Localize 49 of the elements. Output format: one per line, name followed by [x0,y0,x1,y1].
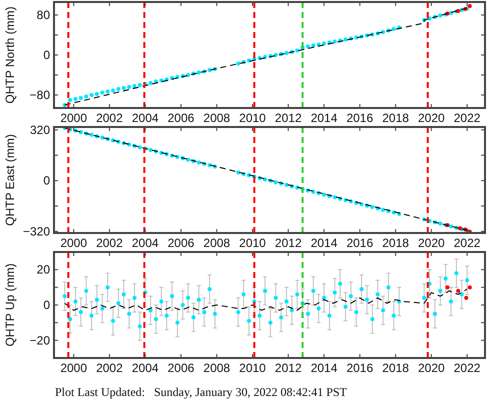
x-tick-label: 2016 [346,361,374,375]
x-tick-label: 2008 [203,361,230,375]
x-tick-label: 2016 [346,236,374,250]
y-tick-label: 320 [30,122,50,137]
x-tick-label: 2004 [132,236,159,250]
x-tick-label: 2018 [382,361,410,375]
x-tick-label: 2000 [60,111,88,125]
y-tick-label: 0 [43,298,50,312]
x-tick-label: 2020 [418,236,446,250]
x-tick-label: 2000 [60,361,88,375]
x-tick-label: 2008 [203,236,230,250]
x-tick-label: 2000 [60,236,88,250]
y-tick-label: −80 [30,88,50,102]
x-tick-label: 2014 [310,361,338,375]
x-tick-label: 2010 [239,236,266,250]
x-tick-label: 2004 [132,111,159,125]
x-tick-label: 2018 [382,111,410,125]
y-tick-label: −320 [22,224,50,238]
x-tick-label: 2010 [239,111,266,125]
y-tick-label: 80 [36,8,50,22]
text: Plot Last Updated: Sunday, January 30, 2022 08:42:41 PST [55,385,348,399]
x-tick-label: 2020 [418,361,446,375]
x-tick-label: 2018 [382,236,410,250]
x-tick-label: 2014 [310,111,338,125]
x-tick-label: 2002 [96,236,124,250]
x-tick-label: 2012 [274,361,302,375]
x-tick-label: 2002 [96,111,124,125]
y-axis-title: QHTP Up (mm) [3,263,17,347]
x-tick-label: 2002 [96,361,124,375]
x-tick-label: 2006 [168,236,195,250]
x-tick-label: 2012 [274,111,302,125]
x-tick-label: 2006 [168,111,195,125]
x-tick-label: 2006 [168,361,195,375]
x-tick-label: 2022 [454,111,481,125]
y-axis-title: QHTP East (mm) [3,134,17,226]
y-tick-label: −20 [30,333,50,348]
x-tick-label: 2014 [310,236,338,250]
x-tick-label: 2010 [239,361,266,375]
y-axis-title: QHTP North (mm) [3,6,17,104]
y-tick-label: 20 [36,262,50,277]
x-tick-label: 2020 [418,111,446,125]
x-tick-label: 2022 [454,236,481,250]
y-tick-label: 0 [43,174,50,188]
x-tick-label: 2016 [346,111,374,125]
x-tick-label: 2012 [274,236,302,250]
x-tick-label: 2008 [203,111,230,125]
y-tick-label: 0 [43,48,50,62]
x-tick-label: 2022 [454,361,481,375]
x-tick-label: 2004 [132,361,159,375]
